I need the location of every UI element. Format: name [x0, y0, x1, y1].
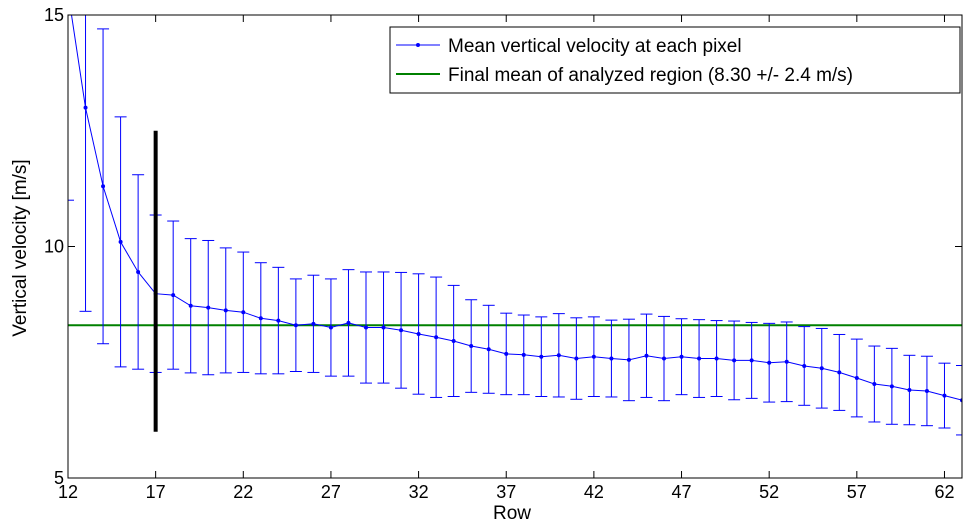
mean-velocity-point: [504, 351, 509, 356]
mean-velocity-point: [679, 354, 684, 359]
mean-velocity-point: [697, 356, 702, 361]
mean-velocity-point: [749, 358, 754, 363]
mean-velocity-point: [907, 388, 912, 393]
mean-velocity-point: [837, 370, 842, 375]
mean-velocity-point: [889, 384, 894, 389]
error-bar: [68, 15, 74, 201]
mean-velocity-point: [276, 318, 281, 323]
mean-velocity-point: [574, 356, 579, 361]
error-bar: [79, 15, 92, 312]
mean-velocity-point: [381, 325, 386, 330]
x-tick-label: 57: [847, 482, 867, 502]
mean-velocity-point: [364, 325, 368, 330]
legend: Mean vertical velocity at each pixel Fina…: [389, 26, 961, 94]
mean-velocity-point: [662, 356, 666, 361]
plot-area: [68, 15, 962, 436]
y-tick-label: 15: [44, 5, 64, 25]
mean-velocity-point: [328, 325, 333, 330]
mean-velocity-line: [71, 15, 962, 401]
mean-velocity-point: [241, 310, 246, 315]
mean-velocity-point: [346, 320, 351, 325]
mean-velocity-point: [118, 239, 123, 244]
legend-final-mean-label: Final mean of analyzed region (8.30 +/- …: [448, 65, 853, 86]
mean-velocity-point: [171, 293, 176, 298]
y-tick-label: 5: [54, 468, 64, 488]
mean-velocity-point: [784, 359, 789, 364]
x-tick-label: 17: [146, 482, 166, 502]
mean-velocity-point: [767, 360, 772, 365]
mean-velocity-point: [942, 393, 947, 398]
mean-velocity-point: [819, 366, 824, 371]
mean-velocity-point: [714, 356, 719, 361]
mean-velocity-point: [188, 303, 193, 308]
x-tick-label: 62: [934, 482, 954, 502]
mean-velocity-point: [644, 353, 649, 358]
mean-velocity-point: [311, 321, 316, 326]
mean-velocity-point: [293, 323, 298, 328]
mean-velocity-point: [626, 357, 631, 362]
mean-velocity-point: [872, 382, 877, 387]
error-bar: [956, 364, 962, 436]
x-tick-label: 27: [321, 482, 341, 502]
mean-velocity-point: [591, 354, 596, 359]
mean-velocity-point: [521, 352, 526, 357]
mean-velocity-point: [556, 353, 561, 358]
mean-velocity-point: [434, 335, 439, 340]
mean-velocity-point: [206, 305, 211, 310]
x-axis-title: Row: [493, 503, 531, 524]
legend-mean-marker-swatch: [416, 43, 420, 47]
y-tick-label: 10: [44, 237, 64, 257]
x-tick-label: 22: [233, 482, 253, 502]
x-tick-label: 12: [58, 482, 78, 502]
mean-velocity-point: [399, 328, 404, 333]
mean-velocity-point: [609, 356, 614, 361]
legend-box: [389, 26, 961, 94]
mean-velocity-point: [416, 332, 421, 337]
mean-velocity-point: [486, 347, 491, 352]
axes: 12 17 22 27 32 37 42 47 52 57 62 5 10 15: [44, 5, 963, 502]
mean-velocity-point: [223, 308, 228, 313]
x-tick-label: 37: [496, 482, 516, 502]
mean-velocity-point: [258, 316, 263, 321]
mean-velocity-point: [854, 375, 859, 380]
mean-velocity-point: [101, 184, 106, 189]
x-tick-label: 47: [672, 482, 692, 502]
mean-velocity-point: [802, 363, 807, 368]
mean-velocity-point: [451, 338, 456, 343]
mean-velocity-point: [469, 344, 474, 349]
x-tick-label: 52: [759, 482, 779, 502]
legend-mean-label: Mean vertical velocity at each pixel: [448, 36, 742, 57]
mean-velocity-point: [136, 269, 141, 274]
x-tick-label: 32: [409, 482, 429, 502]
mean-velocity-point: [83, 105, 88, 110]
y-axis-title: Vertical velocity [m/s]: [10, 159, 31, 336]
mean-velocity-point: [539, 354, 544, 359]
mean-velocity-point: [732, 358, 737, 363]
mean-velocity-point: [924, 388, 929, 393]
x-tick-label: 42: [584, 482, 604, 502]
